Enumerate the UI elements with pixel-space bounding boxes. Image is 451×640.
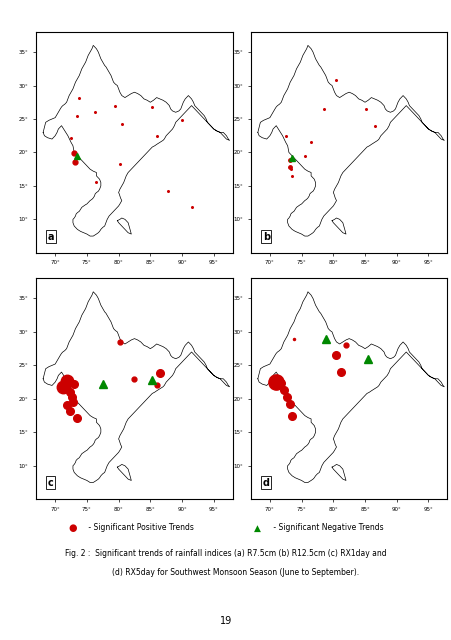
Text: (d) RX5day for Southwest Monsoon Season (June to September).: (d) RX5day for Southwest Monsoon Season …: [93, 568, 358, 577]
Text: b: b: [262, 232, 269, 241]
Text: Fig. 2 :  Significant trends of rainfall indices (a) R7.5cm (b) R12.5cm (c) RX1d: Fig. 2 : Significant trends of rainfall …: [65, 549, 386, 558]
Text: ▲: ▲: [253, 524, 261, 532]
Text: - Significant Negative Trends: - Significant Negative Trends: [271, 524, 383, 532]
Text: - Significant Positive Trends: - Significant Positive Trends: [86, 524, 193, 532]
Text: 19: 19: [219, 616, 232, 626]
Text: c: c: [48, 478, 54, 488]
Text: ●: ●: [68, 523, 76, 533]
Text: d: d: [262, 478, 269, 488]
Text: a: a: [48, 232, 54, 241]
